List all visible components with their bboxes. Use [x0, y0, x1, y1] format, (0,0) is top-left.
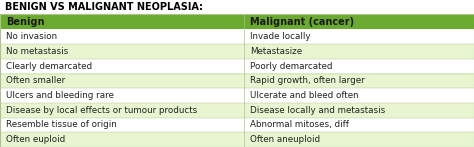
Text: Often aneuploid: Often aneuploid [250, 135, 320, 144]
Bar [0, 132, 474, 147]
Text: Often smaller: Often smaller [6, 76, 65, 85]
Text: Abnormal mitoses, diff: Abnormal mitoses, diff [250, 120, 349, 130]
Text: Ulcers and bleeding rare: Ulcers and bleeding rare [6, 91, 114, 100]
Text: Invade locally: Invade locally [250, 32, 310, 41]
Text: Metastasize: Metastasize [250, 47, 302, 56]
Text: Benign: Benign [6, 17, 44, 27]
Bar [0, 44, 474, 59]
Text: No metastasis: No metastasis [6, 47, 68, 56]
Bar [0, 74, 474, 88]
Text: Malignant (cancer): Malignant (cancer) [250, 17, 354, 27]
Bar [0, 59, 474, 74]
Bar [0, 29, 474, 44]
Bar [0, 103, 474, 118]
Text: Disease locally and metastasis: Disease locally and metastasis [250, 106, 385, 115]
Text: Clearly demarcated: Clearly demarcated [6, 62, 92, 71]
Text: Often euploid: Often euploid [6, 135, 65, 144]
Text: Ulcerate and bleed often: Ulcerate and bleed often [250, 91, 358, 100]
Bar [0, 88, 474, 103]
Text: Disease by local effects or tumour products: Disease by local effects or tumour produ… [6, 106, 197, 115]
Bar [0, 118, 474, 132]
Text: Rapid growth, often larger: Rapid growth, often larger [250, 76, 365, 85]
Text: Poorly demarcated: Poorly demarcated [250, 62, 332, 71]
Text: BENIGN VS MALIGNANT NEOPLASIA:: BENIGN VS MALIGNANT NEOPLASIA: [5, 2, 203, 12]
Bar [0, 14, 474, 29]
Text: No invasion: No invasion [6, 32, 57, 41]
Text: Resemble tissue of origin: Resemble tissue of origin [6, 120, 117, 130]
